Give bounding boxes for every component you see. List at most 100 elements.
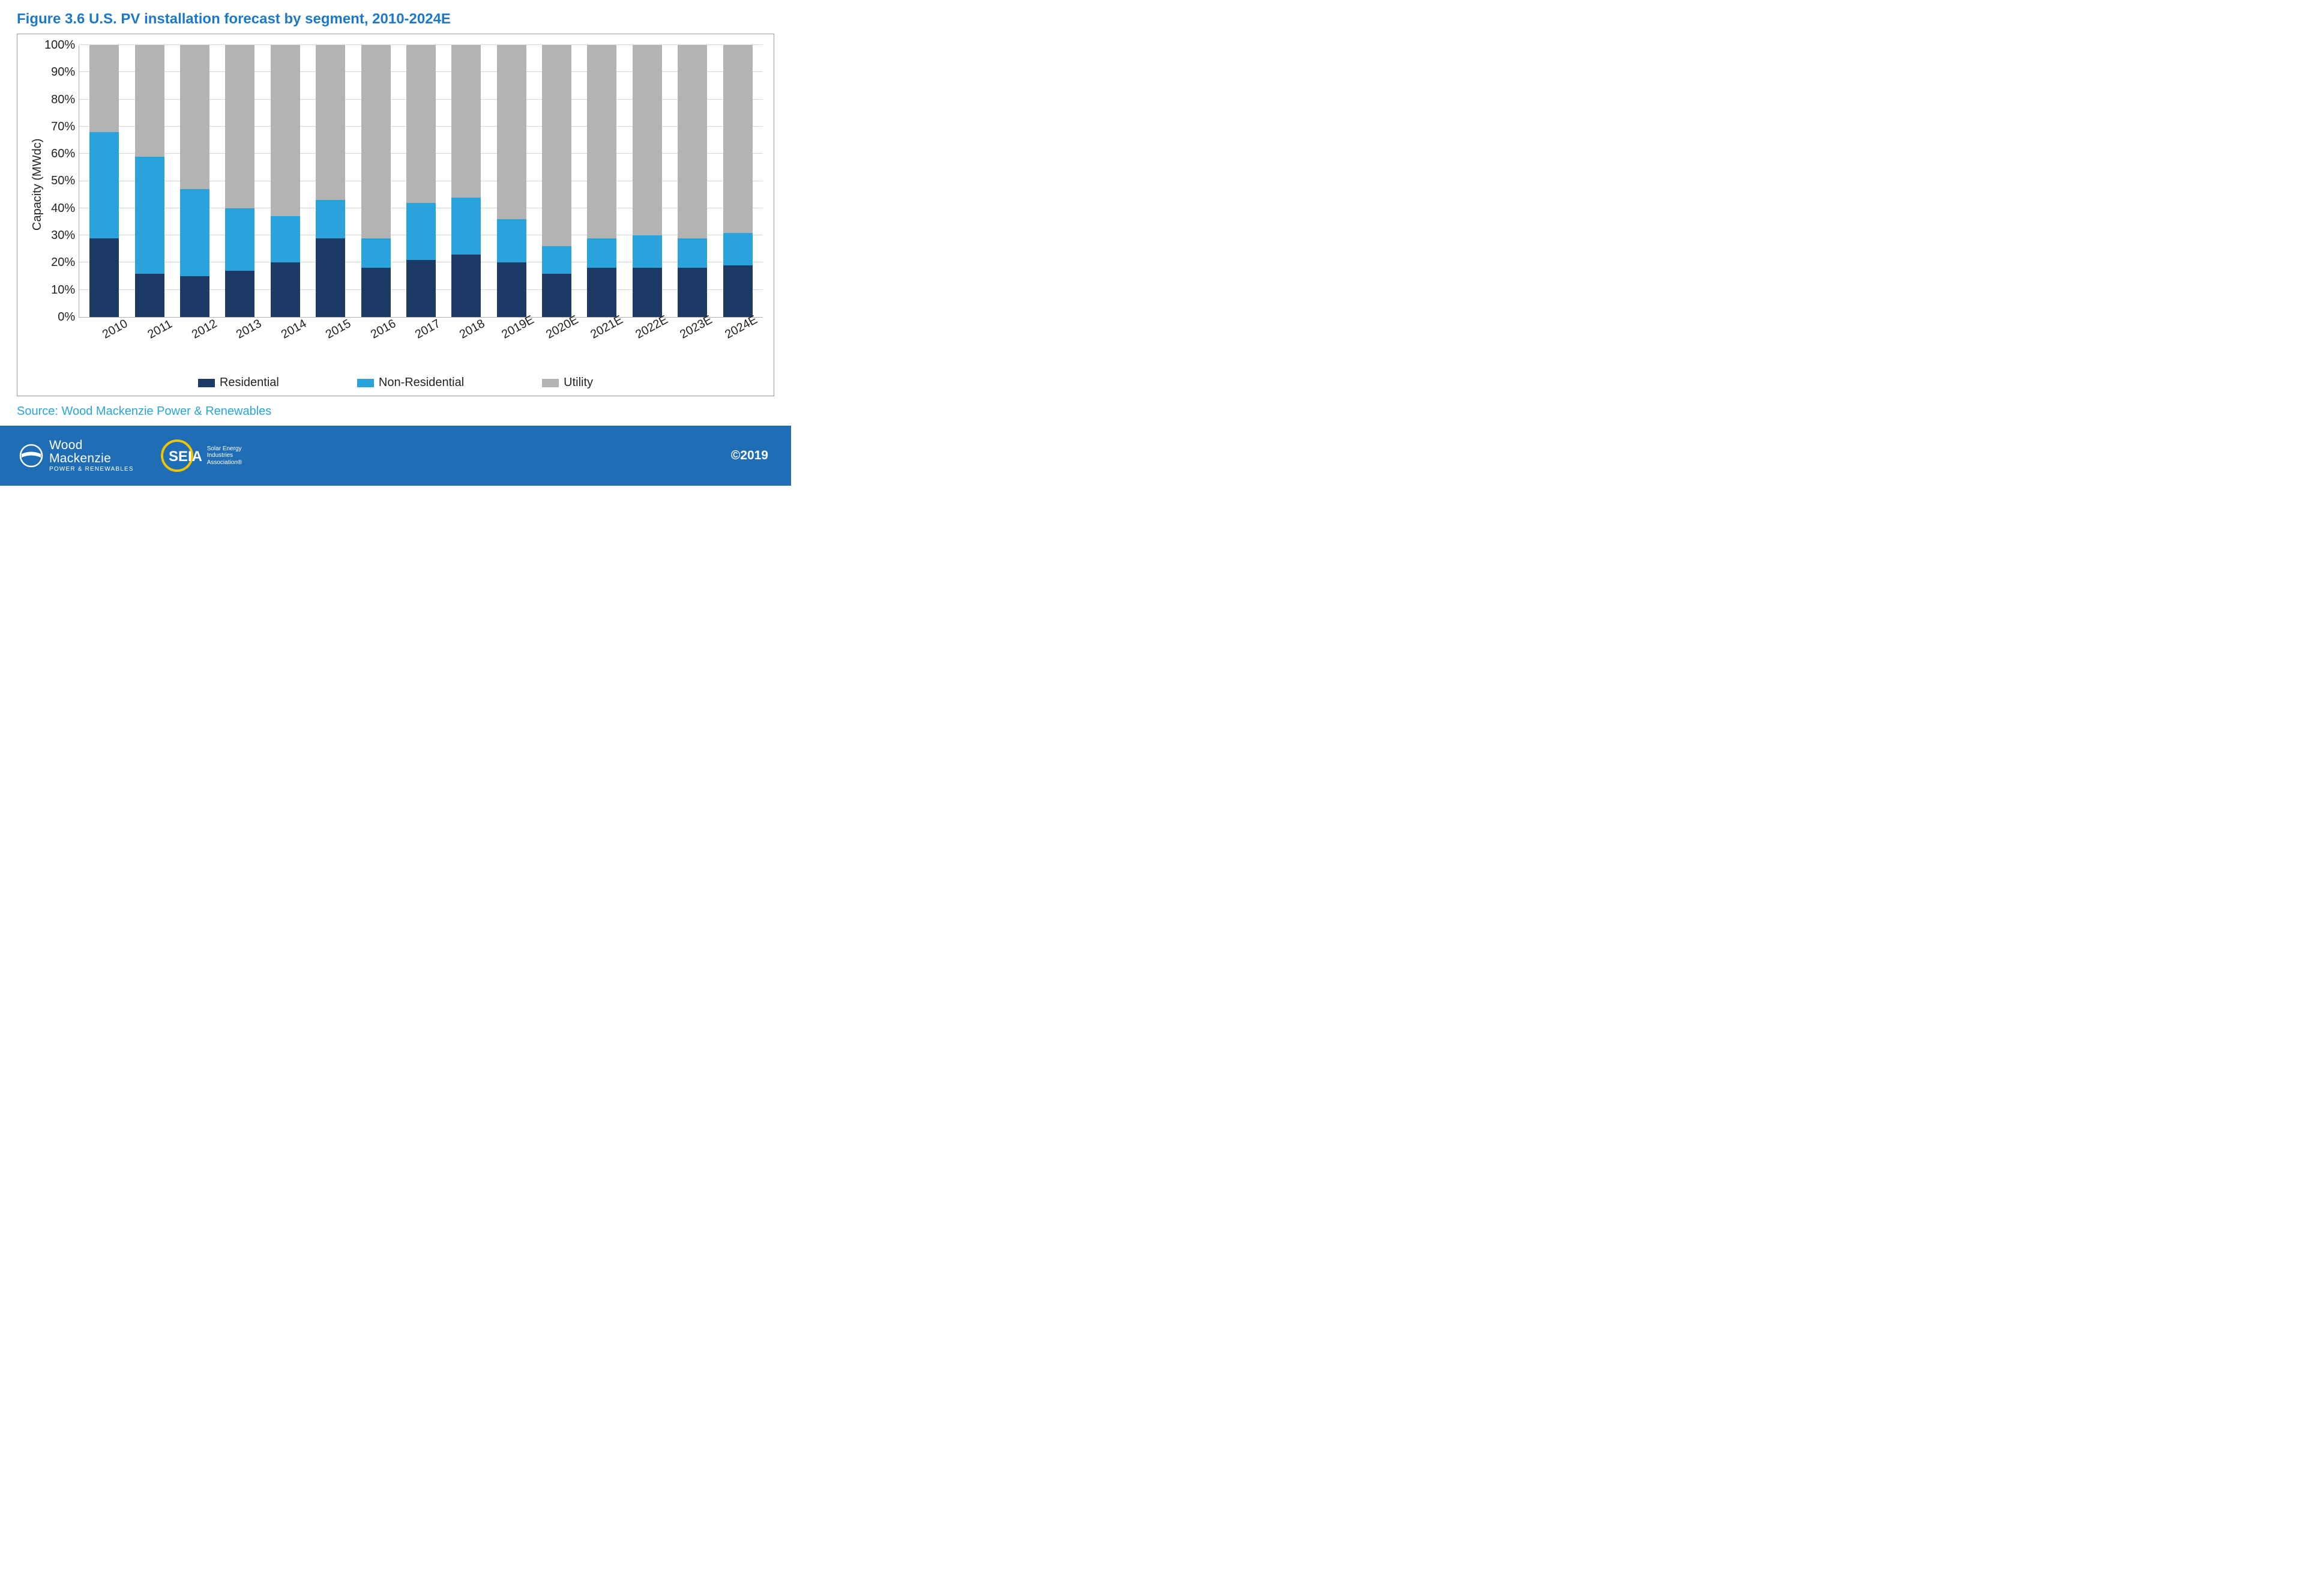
- bar-segment-utility: [678, 45, 707, 238]
- bar-segment-residential: [542, 274, 571, 317]
- bar-segment-non-residential: [135, 157, 164, 274]
- bar-segment-residential: [587, 268, 616, 317]
- bar-segment-utility: [723, 45, 753, 233]
- x-tick-label: 2018: [456, 324, 485, 372]
- x-tick-label: 2023E: [679, 324, 708, 372]
- bar-segment-utility: [451, 45, 481, 198]
- bar-segment-non-residential: [271, 216, 300, 262]
- bar-segment-utility: [497, 45, 526, 219]
- bar-segment-residential: [633, 268, 662, 317]
- x-axis-ticks: 2010201120122013201420152016201720182019…: [88, 324, 763, 372]
- bar-segment-non-residential: [678, 238, 707, 268]
- bar: [225, 45, 254, 317]
- bar: [497, 45, 526, 317]
- bar: [633, 45, 662, 317]
- bar-segment-residential: [135, 274, 164, 317]
- seia-logo: SEIA Solar Energy Industries Association…: [160, 439, 242, 473]
- bar-segment-utility: [135, 45, 164, 157]
- x-tick-label: 2010: [98, 324, 128, 372]
- x-tick-label: 2020E: [545, 324, 574, 372]
- x-tick-label: 2013: [232, 324, 262, 372]
- wood-mackenzie-icon: [19, 444, 43, 468]
- bar-segment-utility: [180, 45, 209, 189]
- bar: [89, 45, 119, 317]
- bar-segment-non-residential: [723, 233, 753, 265]
- bar: [406, 45, 436, 317]
- bar-segment-utility: [271, 45, 300, 216]
- wm-name-1: Wood: [49, 439, 134, 452]
- seia-icon: SEIA: [160, 439, 202, 473]
- x-tick-label: 2019E: [500, 324, 529, 372]
- bar-segment-residential: [225, 271, 254, 317]
- bar-segment-residential: [89, 238, 119, 317]
- wood-mackenzie-logo: Wood Mackenzie POWER & RENEWABLES: [19, 439, 134, 473]
- bar-segment-non-residential: [225, 208, 254, 271]
- bar: [451, 45, 481, 317]
- y-axis-label: Capacity (MWdc): [28, 45, 44, 324]
- bar: [723, 45, 753, 317]
- bar-segment-residential: [497, 262, 526, 317]
- wm-name-2: Mackenzie: [49, 452, 134, 465]
- bar: [361, 45, 391, 317]
- bar-segment-utility: [225, 45, 254, 208]
- x-tick-label: 2024E: [723, 324, 753, 372]
- x-tick-label: 2017: [411, 324, 440, 372]
- bar-segment-non-residential: [316, 200, 345, 238]
- bar: [542, 45, 571, 317]
- legend: Residential Non-Residential Utility: [28, 376, 763, 390]
- chart-box: Capacity (MWdc) 100%90%80%70%60%50%40%30…: [17, 34, 774, 396]
- legend-item: Non-Residential: [357, 376, 464, 390]
- bar-segment-non-residential: [406, 203, 436, 260]
- bar-segment-residential: [723, 265, 753, 317]
- x-tick-label: 2011: [143, 324, 172, 372]
- y-tick-label: 30%: [51, 229, 75, 243]
- seia-line3: Association®: [207, 459, 242, 466]
- bar-segment-non-residential: [633, 235, 662, 268]
- y-tick-label: 70%: [51, 120, 75, 134]
- x-tick-label: 2021E: [589, 324, 619, 372]
- copyright: ©2019: [731, 448, 768, 463]
- bar-segment-utility: [633, 45, 662, 235]
- svg-text:SEIA: SEIA: [169, 448, 202, 465]
- bar-segment-utility: [89, 45, 119, 132]
- bar-segment-residential: [451, 255, 481, 317]
- x-tick-label: 2015: [322, 324, 351, 372]
- legend-swatch: [542, 379, 559, 387]
- legend-label: Utility: [564, 376, 593, 390]
- bar-segment-utility: [587, 45, 616, 238]
- bar-segment-non-residential: [587, 238, 616, 268]
- y-tick-label: 10%: [51, 283, 75, 297]
- bar: [587, 45, 616, 317]
- bar-segment-utility: [316, 45, 345, 200]
- y-tick-label: 80%: [51, 93, 75, 107]
- bar-segment-residential: [678, 268, 707, 317]
- bar-segment-non-residential: [451, 198, 481, 255]
- bar-segment-residential: [316, 238, 345, 317]
- legend-label: Residential: [220, 376, 279, 390]
- bar: [678, 45, 707, 317]
- bar-segment-residential: [361, 268, 391, 317]
- x-tick-label: 2022E: [634, 324, 663, 372]
- bar: [316, 45, 345, 317]
- plot-area: [79, 45, 763, 318]
- bar-segment-residential: [180, 276, 209, 317]
- chart-title: Figure 3.6 U.S. PV installation forecast…: [17, 11, 774, 28]
- y-tick-label: 60%: [51, 147, 75, 161]
- bar-segment-non-residential: [497, 219, 526, 262]
- bar: [180, 45, 209, 317]
- bar-segment-utility: [361, 45, 391, 238]
- bar-segment-utility: [542, 45, 571, 246]
- y-tick-label: 40%: [51, 202, 75, 216]
- y-tick-label: 50%: [51, 174, 75, 188]
- bar-segment-utility: [406, 45, 436, 203]
- bar-segment-non-residential: [89, 132, 119, 238]
- wm-sub: POWER & RENEWABLES: [49, 466, 134, 473]
- bar-segment-residential: [406, 260, 436, 317]
- y-tick-label: 0%: [58, 310, 75, 324]
- legend-item: Utility: [542, 376, 593, 390]
- bar-segment-non-residential: [542, 246, 571, 273]
- bars-container: [79, 45, 763, 317]
- bar: [135, 45, 164, 317]
- x-tick-label: 2014: [277, 324, 306, 372]
- y-tick-label: 20%: [51, 256, 75, 270]
